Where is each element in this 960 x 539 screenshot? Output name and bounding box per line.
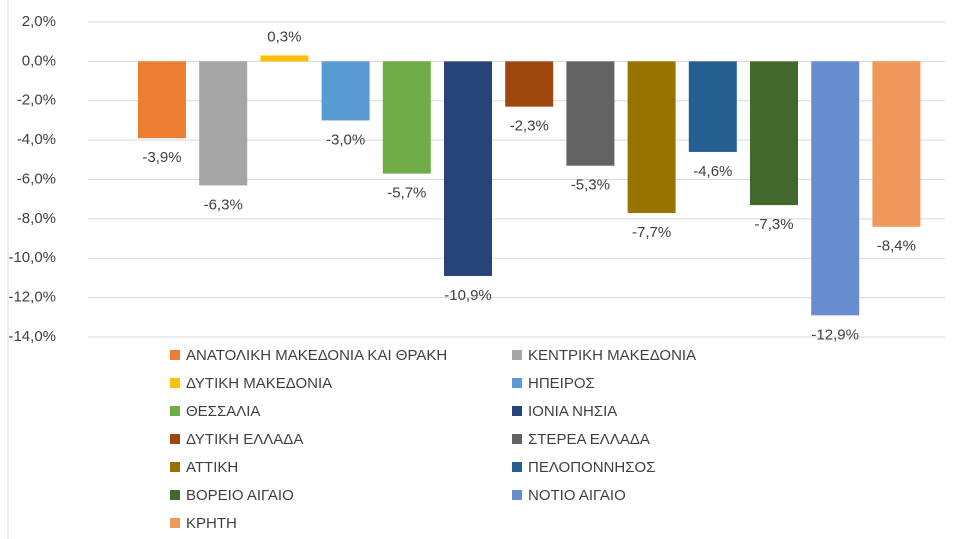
legend-swatch (512, 434, 522, 444)
legend-label: ΣΤΕΡΕΑ ΕΛΛΑΔΑ (528, 431, 650, 448)
legend-label: ΒΟΡΕΙΟ ΑΙΓΑΙΟ (186, 487, 294, 504)
legend-label: ΘΕΣΣΑΛΙΑ (186, 403, 260, 420)
y-tick-label: -12,0% (8, 289, 56, 306)
legend-swatch (512, 462, 522, 472)
data-label: -5,7% (387, 185, 426, 202)
y-tick-label: -4,0% (17, 131, 56, 148)
data-label: 0,3% (267, 28, 301, 45)
legend-swatch (170, 378, 180, 388)
data-label: -4,6% (693, 163, 732, 180)
bar (627, 61, 676, 213)
data-label: -10,9% (444, 287, 492, 304)
legend-label: ΚΡΗΤΗ (186, 515, 237, 532)
legend-swatch (170, 518, 180, 528)
legend-swatch (170, 490, 180, 500)
bar (321, 61, 370, 121)
data-label: -7,7% (632, 224, 671, 241)
y-tick-label: -6,0% (17, 170, 56, 187)
bar (138, 61, 186, 139)
legend-label: ΔΥΤΙΚΗ ΕΛΛΑΔΑ (186, 431, 303, 448)
bar (872, 61, 921, 227)
legend-swatch (170, 462, 180, 472)
bar (688, 61, 737, 152)
bar (444, 61, 492, 276)
data-label: -12,9% (811, 326, 859, 343)
data-label: -6,3% (204, 196, 243, 213)
legend-label: ΗΠΕΙΡΟΣ (528, 375, 595, 392)
y-tick-label: -14,0% (8, 328, 56, 345)
data-label: -3,0% (326, 131, 365, 148)
y-tick-label: 2,0% (22, 13, 56, 30)
legend-swatch (512, 378, 522, 388)
bar (505, 61, 554, 107)
legend-label: ΙΟΝΙΑ ΝΗΣΙΑ (528, 403, 617, 420)
legend-label: ΚΕΝΤΡΙΚΗ ΜΑΚΕΔΟΝΙΑ (528, 347, 696, 364)
data-label: -3,9% (142, 149, 181, 166)
legend-swatch (170, 406, 180, 416)
bar (260, 55, 309, 62)
bar (199, 61, 248, 186)
legend-label: ΑΝΑΤΟΛΙΚΗ ΜΑΚΕΔΟΝΙΑ ΚΑΙ ΘΡΑΚΗ (186, 347, 447, 364)
legend-swatch (512, 490, 522, 500)
legend-label: ΔΥΤΙΚΗ ΜΑΚΕΔΟΝΙΑ (186, 375, 332, 392)
legend-swatch (170, 350, 180, 360)
y-tick-label: -8,0% (17, 210, 56, 227)
data-label: -8,4% (877, 238, 916, 255)
legend-swatch (512, 406, 522, 416)
bar (382, 61, 431, 174)
bar (811, 61, 860, 316)
y-tick-label: -10,0% (8, 249, 56, 266)
legend-swatch (170, 434, 180, 444)
legend-label: ΝΟΤΙΟ ΑΙΓΑΙΟ (528, 487, 626, 504)
y-tick-label: -2,0% (17, 92, 56, 109)
y-tick-label: 0,0% (22, 52, 56, 69)
legend-label: ΑΤΤΙΚΗ (186, 459, 238, 476)
bar (750, 61, 798, 206)
legend-label: ΠΕΛΟΠΟΝΝΗΣΟΣ (528, 459, 655, 476)
data-label: -7,3% (754, 216, 793, 233)
data-label: -5,3% (571, 177, 610, 194)
legend-swatch (512, 350, 522, 360)
data-label: -2,3% (510, 118, 549, 135)
bar (566, 61, 615, 166)
